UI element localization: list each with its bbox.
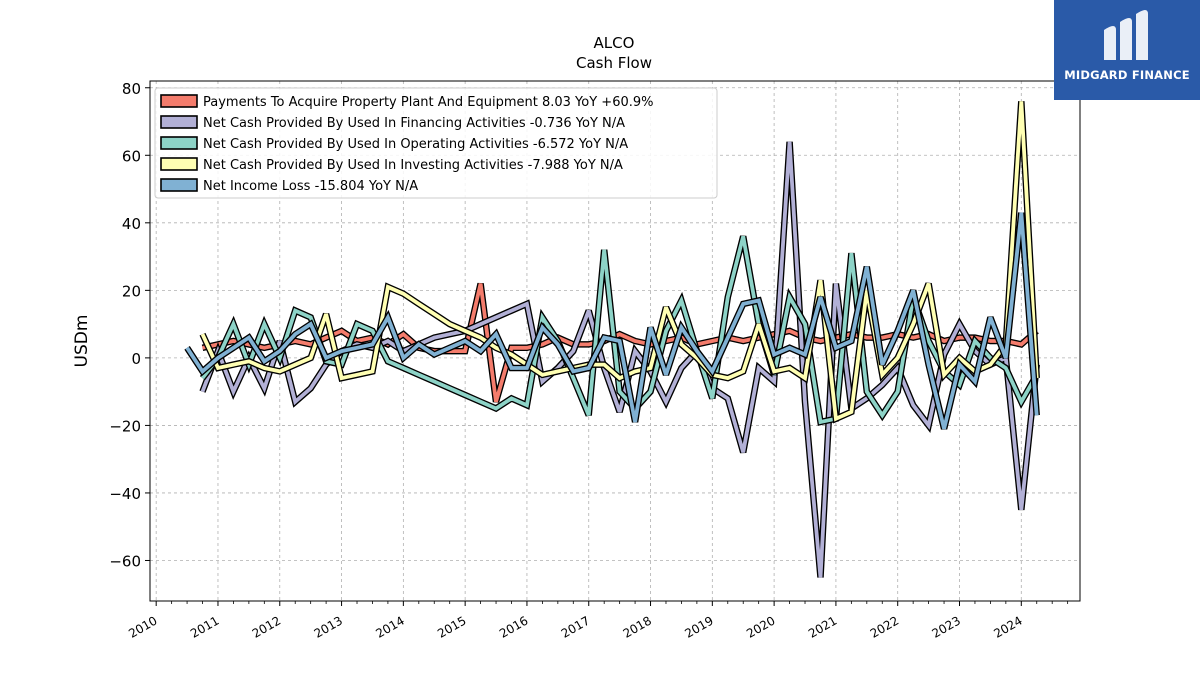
legend-label: Net Cash Provided By Used In Operating A… xyxy=(203,137,628,152)
x-tick-label: 2013 xyxy=(312,613,345,640)
x-tick-label: 2016 xyxy=(497,613,530,640)
x-tick-label: 2015 xyxy=(435,613,468,640)
y-tick-label: 0 xyxy=(131,350,141,368)
legend-label: Net Cash Provided By Used In Investing A… xyxy=(203,158,623,173)
y-tick-label: 40 xyxy=(122,215,141,233)
series-layer xyxy=(184,101,1040,578)
chart-subtitle: Cash Flow xyxy=(576,54,652,72)
legend-swatch xyxy=(160,136,198,150)
x-tick-label: 2019 xyxy=(682,613,715,640)
x-tick-label: 2012 xyxy=(250,613,283,640)
legend: Payments To Acquire Property Plant And E… xyxy=(154,87,718,199)
brand-name: MIDGARD FINANCE xyxy=(1064,68,1190,82)
x-tick-label: 2017 xyxy=(559,613,592,640)
legend-swatch xyxy=(160,157,198,171)
legend-swatch xyxy=(160,115,198,129)
y-tick-label: −20 xyxy=(109,417,141,435)
y-tick-label: 20 xyxy=(122,282,141,300)
x-tick-label: 2022 xyxy=(868,613,901,640)
series-line-4 xyxy=(199,101,1040,424)
y-axis: −60 −40 −20 0 20 40 60 80 xyxy=(109,80,150,570)
y-tick-label: −40 xyxy=(109,485,141,503)
x-tick-label: 2010 xyxy=(126,613,159,640)
y-tick-label: −60 xyxy=(109,552,141,570)
legend-label: Net Income Loss -15.804 YoY N/A xyxy=(203,179,418,194)
legend-box xyxy=(154,87,718,199)
y-tick-label: 80 xyxy=(122,80,141,98)
x-tick-label: 2021 xyxy=(806,613,839,640)
legend-swatch xyxy=(160,94,198,108)
legend-label: Net Cash Provided By Used In Financing A… xyxy=(203,116,625,131)
y-axis-label: USDm xyxy=(72,315,92,368)
plot-frame xyxy=(149,80,1081,602)
series-line-5 xyxy=(184,212,1040,430)
x-axis: 2010 2011 2012 2013 2014 2015 2016 2017 2018 2019… xyxy=(126,601,1069,641)
x-tick-label: 2014 xyxy=(373,613,406,640)
chart-title: ALCO xyxy=(594,34,635,52)
x-tick-label: 2018 xyxy=(621,613,654,640)
x-tick-label: 2024 xyxy=(991,613,1024,640)
y-tick-label: 60 xyxy=(122,147,141,165)
x-tick-label: 2023 xyxy=(930,613,963,640)
series-stroke xyxy=(200,101,1039,422)
logo-mark-icon xyxy=(1104,10,1148,60)
x-tick-label: 2020 xyxy=(744,613,777,640)
legend-label: Payments To Acquire Property Plant And E… xyxy=(203,95,654,110)
series-stroke xyxy=(185,212,1039,430)
x-tick-label: 2011 xyxy=(188,613,221,640)
brand-logo: MIDGARD FINANCE xyxy=(1054,0,1200,100)
legend-swatch xyxy=(160,178,198,192)
